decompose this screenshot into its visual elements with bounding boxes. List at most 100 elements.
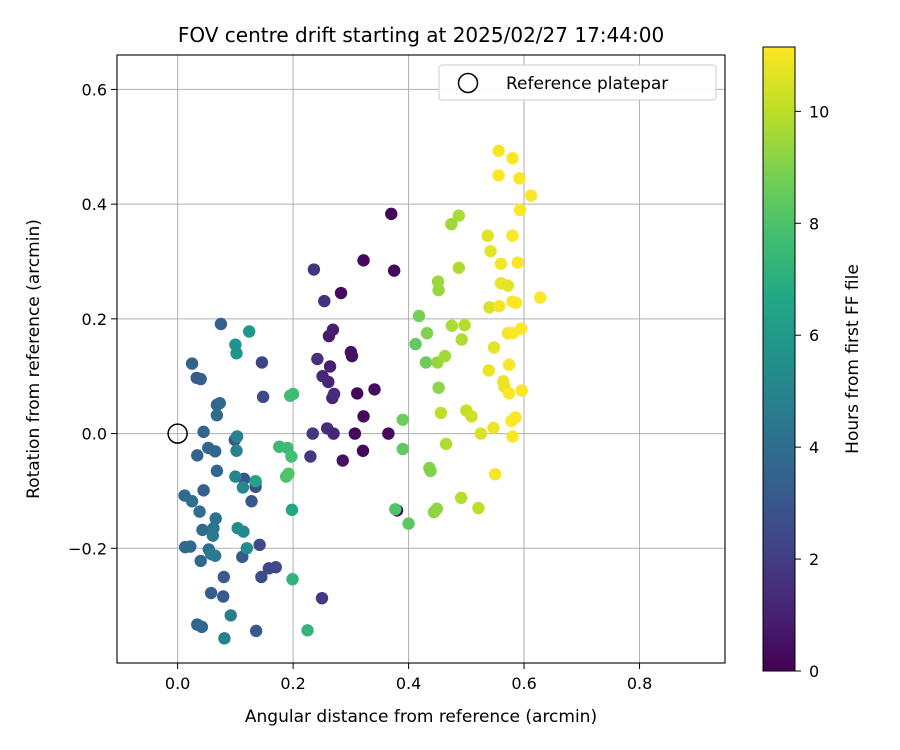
y-tick-label: −0.2 bbox=[68, 539, 107, 558]
legend-marker bbox=[457, 72, 479, 94]
data-point bbox=[487, 421, 500, 435]
data-point bbox=[327, 427, 340, 440]
data-point bbox=[455, 333, 468, 346]
colorbar-tick-label: 6 bbox=[809, 326, 819, 345]
data-point bbox=[389, 503, 402, 516]
data-point bbox=[432, 381, 445, 394]
data-point bbox=[483, 301, 496, 314]
data-point bbox=[481, 229, 494, 242]
data-point bbox=[323, 360, 337, 373]
data-point bbox=[214, 317, 228, 331]
colorbar-tick-label: 4 bbox=[809, 438, 819, 457]
data-point bbox=[402, 517, 415, 530]
data-point bbox=[452, 261, 466, 274]
data-point bbox=[348, 427, 362, 440]
data-point bbox=[262, 562, 276, 575]
colorbar-tick-label: 8 bbox=[809, 214, 819, 233]
data-point bbox=[243, 325, 256, 338]
data-point bbox=[506, 430, 519, 443]
data-point bbox=[304, 450, 317, 463]
data-point bbox=[210, 464, 224, 478]
data-point bbox=[230, 430, 244, 443]
y-tick-label: 0.2 bbox=[82, 310, 107, 329]
data-point bbox=[286, 573, 299, 586]
data-point bbox=[513, 172, 526, 185]
data-point bbox=[424, 464, 437, 478]
legend-box bbox=[438, 64, 717, 101]
data-point bbox=[255, 356, 269, 369]
data-point bbox=[465, 410, 478, 423]
data-point bbox=[484, 244, 497, 258]
data-point bbox=[253, 538, 266, 552]
data-point bbox=[509, 296, 523, 309]
data-point bbox=[206, 529, 220, 542]
colorbar bbox=[762, 46, 796, 672]
data-point bbox=[307, 263, 321, 276]
data-point bbox=[506, 152, 519, 165]
data-point bbox=[229, 338, 242, 351]
data-point bbox=[439, 437, 453, 451]
data-point bbox=[185, 495, 199, 508]
data-point bbox=[315, 591, 329, 605]
legend: Reference platepar bbox=[438, 64, 717, 101]
data-point bbox=[356, 444, 370, 457]
data-point bbox=[514, 322, 528, 335]
reference-platepar-marker bbox=[167, 423, 188, 444]
y-tick-label: 0.0 bbox=[82, 425, 107, 444]
data-point bbox=[511, 256, 524, 269]
data-point bbox=[438, 349, 452, 363]
data-point bbox=[195, 620, 209, 634]
data-point bbox=[209, 512, 222, 525]
x-axis-label: Angular distance from reference (arcmin) bbox=[245, 707, 597, 727]
data-point bbox=[301, 624, 314, 637]
data-point bbox=[357, 254, 370, 267]
data-point bbox=[194, 554, 207, 568]
data-point bbox=[493, 300, 506, 313]
data-point bbox=[245, 495, 258, 508]
chart-title: FOV centre drift starting at 2025/02/27 … bbox=[178, 23, 664, 47]
y-tick-label: 0.4 bbox=[82, 195, 107, 214]
data-point bbox=[509, 411, 522, 424]
y-tick-label: 0.6 bbox=[82, 80, 107, 99]
data-point bbox=[350, 387, 364, 400]
data-point bbox=[524, 189, 538, 202]
data-point bbox=[396, 442, 410, 456]
data-point bbox=[197, 484, 210, 497]
data-point bbox=[229, 470, 242, 483]
data-point bbox=[492, 169, 505, 182]
data-point bbox=[494, 257, 508, 270]
data-point bbox=[249, 624, 263, 638]
data-point bbox=[185, 357, 199, 370]
data-point bbox=[492, 144, 505, 157]
data-point bbox=[193, 505, 206, 518]
x-tick-label: 0.4 bbox=[396, 674, 421, 693]
data-point bbox=[454, 491, 468, 505]
data-point bbox=[488, 468, 502, 481]
legend-entry-reference-platepar: Reference platepar bbox=[506, 74, 668, 94]
x-tick-label: 0.2 bbox=[280, 674, 305, 693]
data-point bbox=[334, 286, 348, 300]
data-point bbox=[208, 445, 222, 458]
data-point bbox=[224, 609, 237, 622]
x-tick-label: 0.0 bbox=[165, 674, 190, 693]
data-point bbox=[249, 474, 262, 488]
data-point bbox=[204, 586, 218, 600]
data-point bbox=[285, 450, 298, 463]
data-point bbox=[282, 467, 295, 480]
data-point bbox=[385, 207, 398, 221]
data-point bbox=[217, 590, 230, 603]
data-points bbox=[178, 144, 547, 645]
data-point bbox=[419, 356, 433, 369]
data-point bbox=[431, 275, 445, 288]
colorbar-tick-label: 2 bbox=[809, 550, 819, 569]
data-point bbox=[420, 326, 434, 340]
data-point bbox=[396, 413, 410, 426]
data-point bbox=[336, 454, 349, 467]
x-tick-label: 0.6 bbox=[511, 674, 536, 693]
x-axis-ticks: 0.0 0.2 0.4 0.6 0.8 bbox=[165, 663, 652, 693]
data-point bbox=[434, 406, 448, 420]
data-point bbox=[502, 387, 516, 400]
data-point bbox=[196, 523, 209, 537]
data-point bbox=[316, 370, 329, 383]
